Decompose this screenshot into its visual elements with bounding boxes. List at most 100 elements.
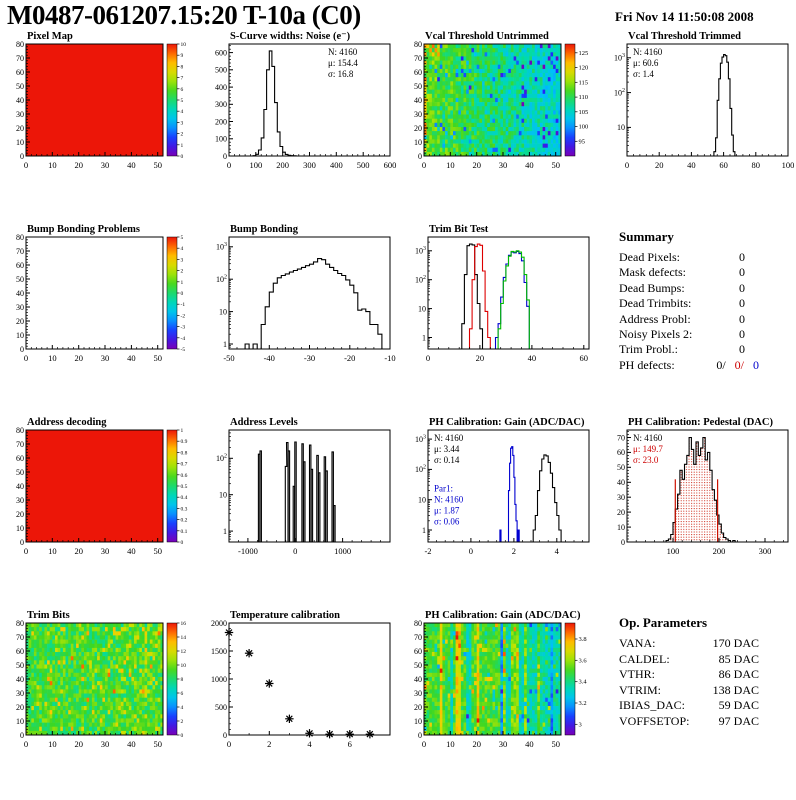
svg-text:50: 50	[153, 160, 162, 170]
svg-text:σ: 16.8: σ: 16.8	[328, 69, 354, 79]
svg-text:σ: 23.0: σ: 23.0	[633, 455, 659, 465]
svg-text:Temperature calibration: Temperature calibration	[230, 610, 340, 621]
page-title: M0487-061207.15:20 T-10a (C0)	[7, 0, 361, 31]
svg-text:600: 600	[215, 48, 227, 57]
svg-text:40: 40	[16, 482, 24, 491]
svg-text:50: 50	[551, 160, 560, 170]
svg-text:0.1: 0.1	[181, 529, 188, 535]
svg-text:σ: 1.4: σ: 1.4	[633, 69, 654, 79]
svg-text:30: 30	[16, 496, 24, 505]
svg-text:30: 30	[101, 353, 110, 363]
svg-text:0.2: 0.2	[181, 518, 188, 524]
svg-text:20: 20	[74, 546, 83, 556]
svg-text:0: 0	[469, 546, 473, 556]
svg-text:0: 0	[20, 731, 24, 740]
svg-text:1: 1	[181, 428, 184, 434]
timestamp: Fri Nov 14 11:50:08 2008	[615, 9, 754, 25]
svg-text:10: 10	[446, 160, 455, 170]
svg-text:20: 20	[74, 353, 83, 363]
svg-text:μ: 60.6: μ: 60.6	[633, 58, 659, 68]
svg-text:10: 10	[48, 160, 57, 170]
svg-text:10: 10	[418, 304, 426, 313]
op-parameters-panel: Op. Parameters VANA:170 DAC CALDEL:85 DA…	[597, 607, 796, 800]
svg-text:500: 500	[215, 703, 227, 712]
svg-text:70: 70	[16, 440, 24, 449]
svg-text:60: 60	[617, 448, 625, 457]
svg-text:4: 4	[181, 109, 184, 115]
summary-row-address-probl: Address Probl:0	[619, 312, 745, 327]
svg-text:-20: -20	[344, 353, 355, 363]
svg-text:110: 110	[579, 94, 589, 101]
svg-text:μ: 3.44: μ: 3.44	[434, 444, 460, 454]
svg-text:Pixel Map: Pixel Map	[27, 31, 73, 42]
svg-text:10: 10	[219, 490, 227, 499]
svg-text:0: 0	[20, 152, 24, 161]
svg-text:8: 8	[181, 64, 184, 70]
svg-text:102: 102	[415, 465, 426, 475]
svg-text:6: 6	[181, 691, 184, 697]
svg-text:80: 80	[752, 160, 761, 170]
summary-panel: Summary Dead Pixels:0 Mask defects:0 Dea…	[597, 221, 796, 414]
svg-text:0: 0	[426, 353, 430, 363]
svg-text:0: 0	[621, 538, 625, 547]
op-row-voffsetop: VOFFSETOP:97 DAC	[619, 714, 759, 730]
svg-text:20: 20	[16, 510, 24, 519]
svg-text:20: 20	[74, 739, 83, 749]
svg-text:115: 115	[579, 79, 589, 86]
svg-text:-40: -40	[264, 353, 275, 363]
svg-text:20: 20	[74, 160, 83, 170]
svg-text:10: 10	[414, 138, 422, 147]
svg-text:50: 50	[153, 739, 162, 749]
svg-text:N: 4160: N: 4160	[328, 47, 358, 57]
svg-text:30: 30	[617, 493, 625, 502]
summary-row-ph-defects: PH defects: 0/0/0	[619, 358, 759, 373]
svg-text:50: 50	[16, 82, 24, 91]
svg-text:1: 1	[422, 333, 426, 342]
svg-text:0.5: 0.5	[181, 484, 188, 490]
svg-text:10: 10	[16, 717, 24, 726]
svg-text:40: 40	[617, 478, 625, 487]
svg-text:105: 105	[579, 109, 589, 116]
svg-text:40: 40	[528, 353, 537, 363]
svg-text:20: 20	[16, 317, 24, 326]
svg-text:100: 100	[667, 546, 680, 556]
svg-text:9: 9	[181, 53, 184, 59]
svg-text:-4: -4	[181, 336, 186, 342]
svg-text:0: 0	[422, 160, 426, 170]
svg-text:80: 80	[16, 619, 24, 628]
svg-text:102: 102	[415, 275, 426, 285]
svg-text:0: 0	[20, 538, 24, 547]
svg-text:120: 120	[579, 65, 589, 72]
svg-text:102: 102	[614, 88, 625, 98]
svg-text:8: 8	[181, 677, 184, 683]
svg-text:80: 80	[16, 426, 24, 435]
svg-text:80: 80	[16, 40, 24, 49]
svg-text:30: 30	[16, 110, 24, 119]
svg-text:12: 12	[181, 649, 187, 655]
svg-text:1: 1	[223, 527, 227, 536]
svg-text:5: 5	[181, 98, 184, 104]
svg-text:0.9: 0.9	[181, 439, 188, 445]
svg-text:20: 20	[617, 508, 625, 517]
svg-text:10: 10	[181, 663, 187, 669]
summary-row-dead-bumps: Dead Bumps:0	[619, 281, 745, 296]
summary-row-dead-trimbits: Dead Trimbits:0	[619, 296, 745, 311]
svg-text:70: 70	[617, 433, 625, 442]
svg-text:10: 10	[16, 138, 24, 147]
op-row-vtrim: VTRIM:138 DAC	[619, 683, 759, 699]
svg-text:0: 0	[181, 154, 184, 160]
